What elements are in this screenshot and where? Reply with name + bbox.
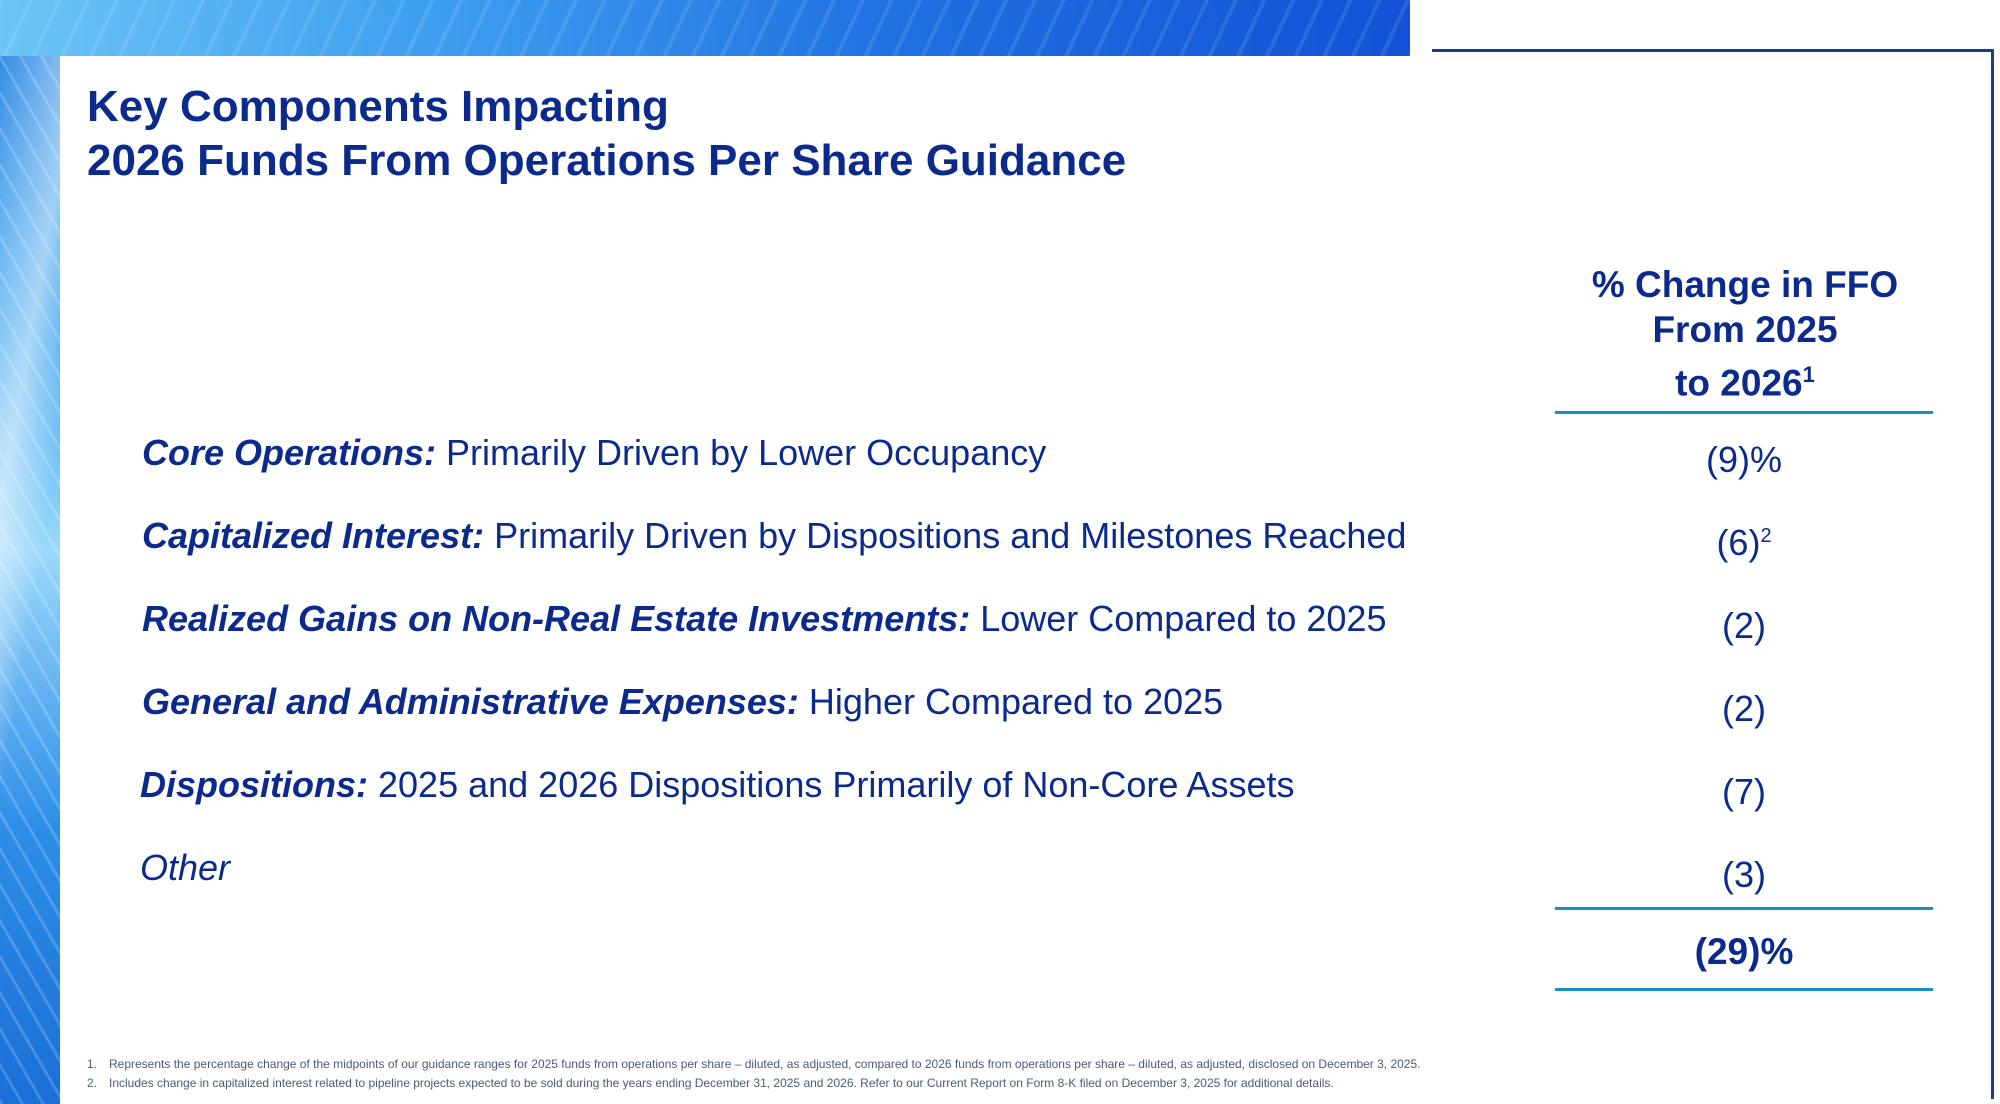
content-card xyxy=(60,56,2000,1104)
row-value-dispositions: (7) xyxy=(1555,763,1933,814)
row-value-text: (9)% xyxy=(1705,439,1782,480)
row-label-bold: Other xyxy=(140,847,231,888)
footnote-number: 1. xyxy=(87,1057,98,1071)
row-value-text: (7) xyxy=(1722,771,1766,812)
frame-line-right xyxy=(1991,49,1994,1099)
row-value-general-admin: (2) xyxy=(1555,680,1933,731)
total-value: (29)% xyxy=(1694,931,1794,972)
column-header-line-3: to 20261 xyxy=(1555,352,1935,405)
footnote-2: 2. Includes change in capitalized interes… xyxy=(87,1074,1421,1093)
page-title: Key Components Impacting 2026 Funds From… xyxy=(87,80,1126,188)
decorative-top-banner xyxy=(0,0,1410,56)
footnote-1: 1. Represents the percentage change of th… xyxy=(87,1055,1421,1074)
footnote-ref-1: 1 xyxy=(1802,362,1815,387)
footnote-text: Includes change in capitalized interest … xyxy=(109,1076,1334,1090)
row-label-bold: Realized Gains on Non-Real Estate Invest… xyxy=(142,598,971,639)
title-line-2: 2026 Funds From Operations Per Share Gui… xyxy=(87,136,1127,185)
footnote-ref-2: 2 xyxy=(1760,525,1772,547)
row-value-capitalized-interest: (6)2 xyxy=(1555,514,1933,565)
column-header: % Change in FFO From 2025 to 20261 xyxy=(1555,262,1935,405)
column-header-line-2: From 2025 xyxy=(1652,309,1838,350)
row-label-bold: General and Administrative Expenses: xyxy=(142,681,799,722)
footnote-number: 2. xyxy=(87,1076,98,1090)
header-rule xyxy=(1555,411,1933,414)
row-label-bold: Core Operations: xyxy=(142,432,437,473)
frame-line-top xyxy=(1432,49,1994,52)
row-value-text: (3) xyxy=(1722,854,1766,895)
row-label-realized-gains: Realized Gains on Non-Real Estate Invest… xyxy=(142,597,1386,641)
row-label-core-operations: Core Operations: Primarily Driven by Low… xyxy=(142,431,1046,475)
title-line-1: Key Components Impacting xyxy=(87,82,669,131)
row-value-text: (2) xyxy=(1722,605,1766,646)
column-header-line-1: % Change in FFO xyxy=(1591,264,1899,305)
row-value-other: (3) xyxy=(1555,846,1933,897)
row-label-rest: Primarily Driven by Dispositions and Mil… xyxy=(484,515,1407,556)
row-label-other: Other xyxy=(140,846,230,890)
row-label-capitalized-interest: Capitalized Interest: Primarily Driven b… xyxy=(142,514,1406,558)
row-label-bold: Capitalized Interest: xyxy=(142,515,485,556)
column-header-line-3-text: to 2026 xyxy=(1675,362,1803,404)
row-value-text: (6) xyxy=(1716,522,1761,563)
row-label-rest: Higher Compared to 2025 xyxy=(798,681,1224,722)
row-label-bold: Dispositions: xyxy=(140,764,369,805)
row-label-general-admin: General and Administrative Expenses: Hig… xyxy=(142,680,1223,724)
row-label-rest: Lower Compared to 2025 xyxy=(970,598,1387,639)
row-label-rest: Primarily Driven by Lower Occupancy xyxy=(436,432,1047,473)
row-value-text: (2) xyxy=(1722,688,1766,729)
decorative-left-panel xyxy=(0,0,60,1104)
row-value-realized-gains: (2) xyxy=(1555,597,1933,648)
footnote-text: Represents the percentage change of the … xyxy=(109,1057,1421,1071)
footnotes: 1. Represents the percentage change of th… xyxy=(87,1055,1421,1093)
row-label-dispositions: Dispositions: 2025 and 2026 Dispositions… xyxy=(140,763,1294,807)
row-label-rest: 2025 and 2026 Dispositions Primarily of … xyxy=(368,764,1295,805)
total-rule xyxy=(1555,988,1933,991)
row-value-core-operations: (9)% xyxy=(1555,431,1933,482)
subtotal-rule xyxy=(1555,907,1933,910)
